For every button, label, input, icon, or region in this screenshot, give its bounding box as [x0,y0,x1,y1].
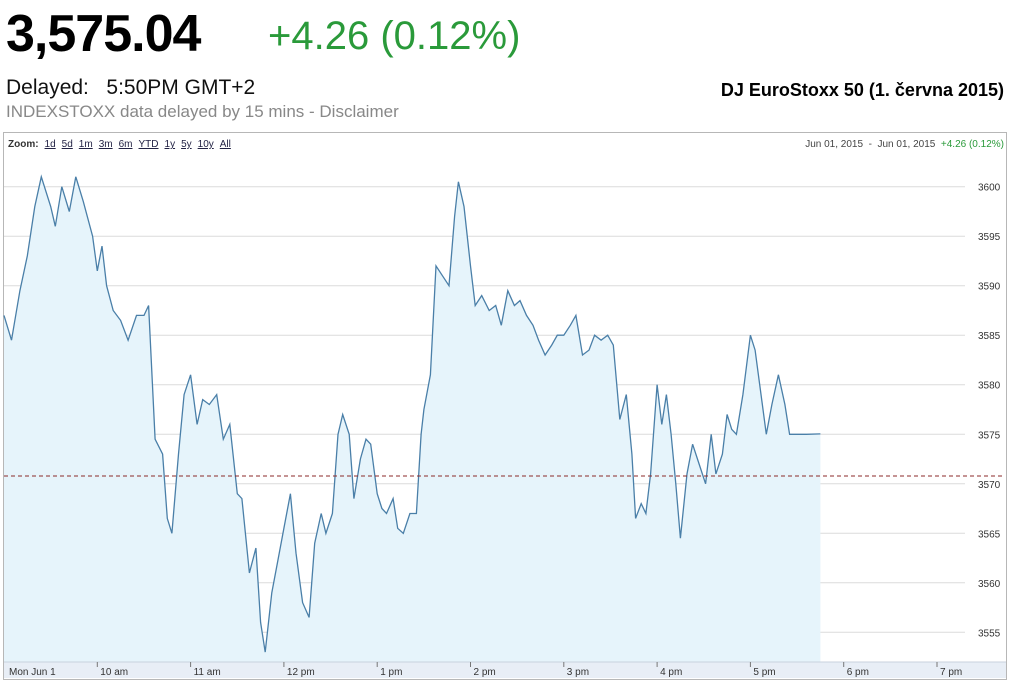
x-tick-label: 4 pm [660,667,682,678]
x-tick-label: 3 pm [567,667,589,678]
zoom-label: Zoom: [8,139,39,150]
x-tick-label: 6 pm [847,667,869,678]
zoom-option-5d[interactable]: 5d [61,139,73,150]
zoom-option-6m[interactable]: 6m [118,139,133,150]
y-tick-label: 3560 [978,579,1001,590]
y-tick-label: 3555 [978,628,1001,639]
y-tick-label: 3580 [978,381,1001,392]
x-tick-label: Mon Jun 1 [9,667,56,678]
y-tick-label: 3570 [978,480,1001,491]
x-tick-label: 7 pm [940,667,962,678]
x-tick-label: 5 pm [753,667,775,678]
date-range: Jun 01, 2015 - Jun 01, 2015 +4.26 (0.12%… [805,139,1004,150]
x-tick-label: 2 pm [474,667,496,678]
range-separator: - [868,139,872,150]
zoom-option-ytd[interactable]: YTD [138,139,159,150]
range-change: +4.26 (0.12%) [940,139,1004,150]
zoom-bar: Zoom: 1d 5d 1m 3m 6m YTD 1y 5y 10y All [8,139,231,150]
zoom-option-3m[interactable]: 3m [98,139,113,150]
delayed-time: 5:50PM GMT+2 [106,76,256,99]
range-end: Jun 01, 2015 [877,139,936,150]
delayed-label: Delayed: [6,76,89,99]
x-tick-label: 1 pm [380,667,402,678]
price-change: +4.26 (0.12%) [268,14,521,58]
x-tick-label: 11 am [194,667,221,678]
zoom-option-1d[interactable]: 1d [44,139,56,150]
x-tick-label: 12 pm [287,667,315,678]
series-line [3,174,821,653]
y-tick-label: 3565 [978,529,1001,540]
zoom-option-all[interactable]: All [219,139,231,150]
last-price: 3,575.04 [6,5,201,63]
chart-frame [3,132,1007,680]
zoom-option-5y[interactable]: 5y [181,139,192,150]
y-tick-label: 3575 [978,430,1001,441]
data-source-note: INDEXSTOXX data delayed by 15 mins - Dis… [6,102,399,121]
x-axis-band [4,662,1006,678]
y-tick-label: 3585 [978,331,1001,342]
x-tick-label: 10 am [100,667,128,678]
chart-caption: DJ EuroStoxx 50 (1. června 2015) [720,80,1004,100]
delay-info: Delayed: 5:50PM GMT+2 [6,76,255,100]
zoom-option-1m[interactable]: 1m [78,139,93,150]
zoom-option-10y[interactable]: 10y [197,139,214,150]
range-start: Jun 01, 2015 [805,139,864,150]
y-tick-label: 3590 [978,282,1001,293]
y-tick-label: 3600 [978,183,1001,194]
series-area [4,176,821,663]
zoom-option-1y[interactable]: 1y [164,139,176,150]
y-tick-label: 3595 [978,232,1001,243]
